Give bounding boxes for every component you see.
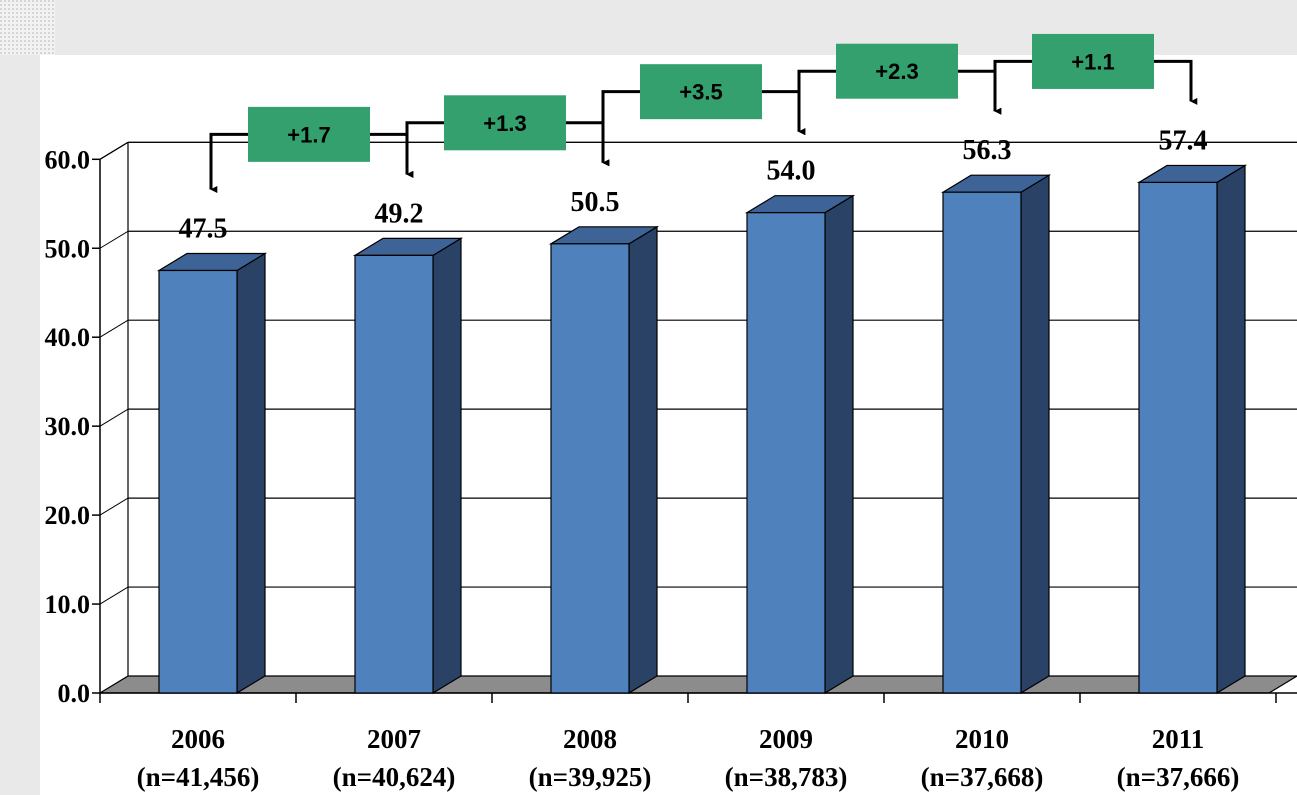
bar-side [1217,165,1245,693]
bar-side [237,253,265,693]
bar-2010 [943,175,1049,693]
bar-front [355,255,433,693]
gridline-diagonal [100,320,128,337]
bar-front [551,244,629,693]
left-band [0,55,40,795]
change-label: +1.3 [483,111,526,136]
x-tick-label-n: (n=40,624) [333,762,456,792]
bar-2006 [159,253,265,693]
x-tick-label-year: 2006 [171,724,225,754]
corner-pattern [0,0,55,55]
x-tick-label-year: 2008 [563,724,617,754]
gridline-diagonal [100,142,128,159]
y-tick-label: 40.0 [45,323,91,352]
bar-front [943,192,1021,693]
change-callout-2009-2010: +2.3 [799,44,995,132]
change-arrow-right [370,134,407,174]
change-callout-2008-2009: +3.5 [603,64,799,163]
x-tick-label-n: (n=37,666) [1117,762,1240,792]
value-label-2010: 56.3 [963,135,1012,166]
floor [100,676,1297,693]
bar-2009 [747,196,853,693]
bar-front [747,213,825,693]
bar-2007 [355,238,461,693]
x-tick-label-year: 2011 [1152,724,1205,754]
change-callout-2007-2008: +1.3 [407,95,603,174]
x-tick-label-n: (n=41,456) [137,762,260,792]
x-tick-label-n: (n=38,783) [725,762,848,792]
change-label: +1.1 [1071,49,1114,74]
change-arrow-left [799,71,836,131]
change-arrow-left [407,123,444,175]
change-label: +2.3 [875,59,918,84]
x-tick-label-year: 2010 [955,724,1009,754]
bar-front [1139,182,1217,693]
value-label-2011: 57.4 [1159,125,1208,156]
change-callout-2006-2007: +1.7 [211,107,407,190]
value-label-2006: 47.5 [179,213,228,244]
y-tick-label: 20.0 [45,501,91,530]
change-arrow-left [995,61,1032,111]
value-label-2009: 54.0 [767,156,816,187]
change-label: +1.7 [287,122,330,147]
change-arrow-right [762,92,799,132]
x-tick-label-n: (n=37,668) [921,762,1044,792]
change-arrow-left [603,92,640,163]
change-arrow-right [958,71,995,111]
value-label-2007: 49.2 [375,198,424,229]
gridline-diagonal [100,587,128,604]
x-tick-label-year: 2007 [367,724,421,754]
x-tick-label-n: (n=39,925) [529,762,652,792]
bar-side [1021,175,1049,693]
bar-2008 [551,227,657,693]
value-label-2008: 50.5 [571,187,620,218]
bar-side [825,196,853,693]
bar-side [629,227,657,693]
change-arrow-right [1154,61,1191,101]
change-callouts: +1.7 +1.3 +3.5 +2.3 +1.1 [211,34,1191,190]
bar-2011 [1139,165,1245,693]
gridline-diagonal [100,409,128,426]
y-tick-label: 30.0 [45,412,91,441]
change-label: +3.5 [679,80,722,105]
bar-front [159,270,237,693]
gridline-diagonal [100,231,128,248]
bars [159,165,1245,693]
y-tick-label: 10.0 [45,590,91,619]
gridline-diagonal [100,498,128,515]
bar-side [433,238,461,693]
y-tick-label: 50.0 [45,234,91,263]
x-tick-label-year: 2009 [759,724,813,754]
y-tick-label: 60.0 [45,145,91,174]
y-tick-label: 0.0 [58,679,91,708]
